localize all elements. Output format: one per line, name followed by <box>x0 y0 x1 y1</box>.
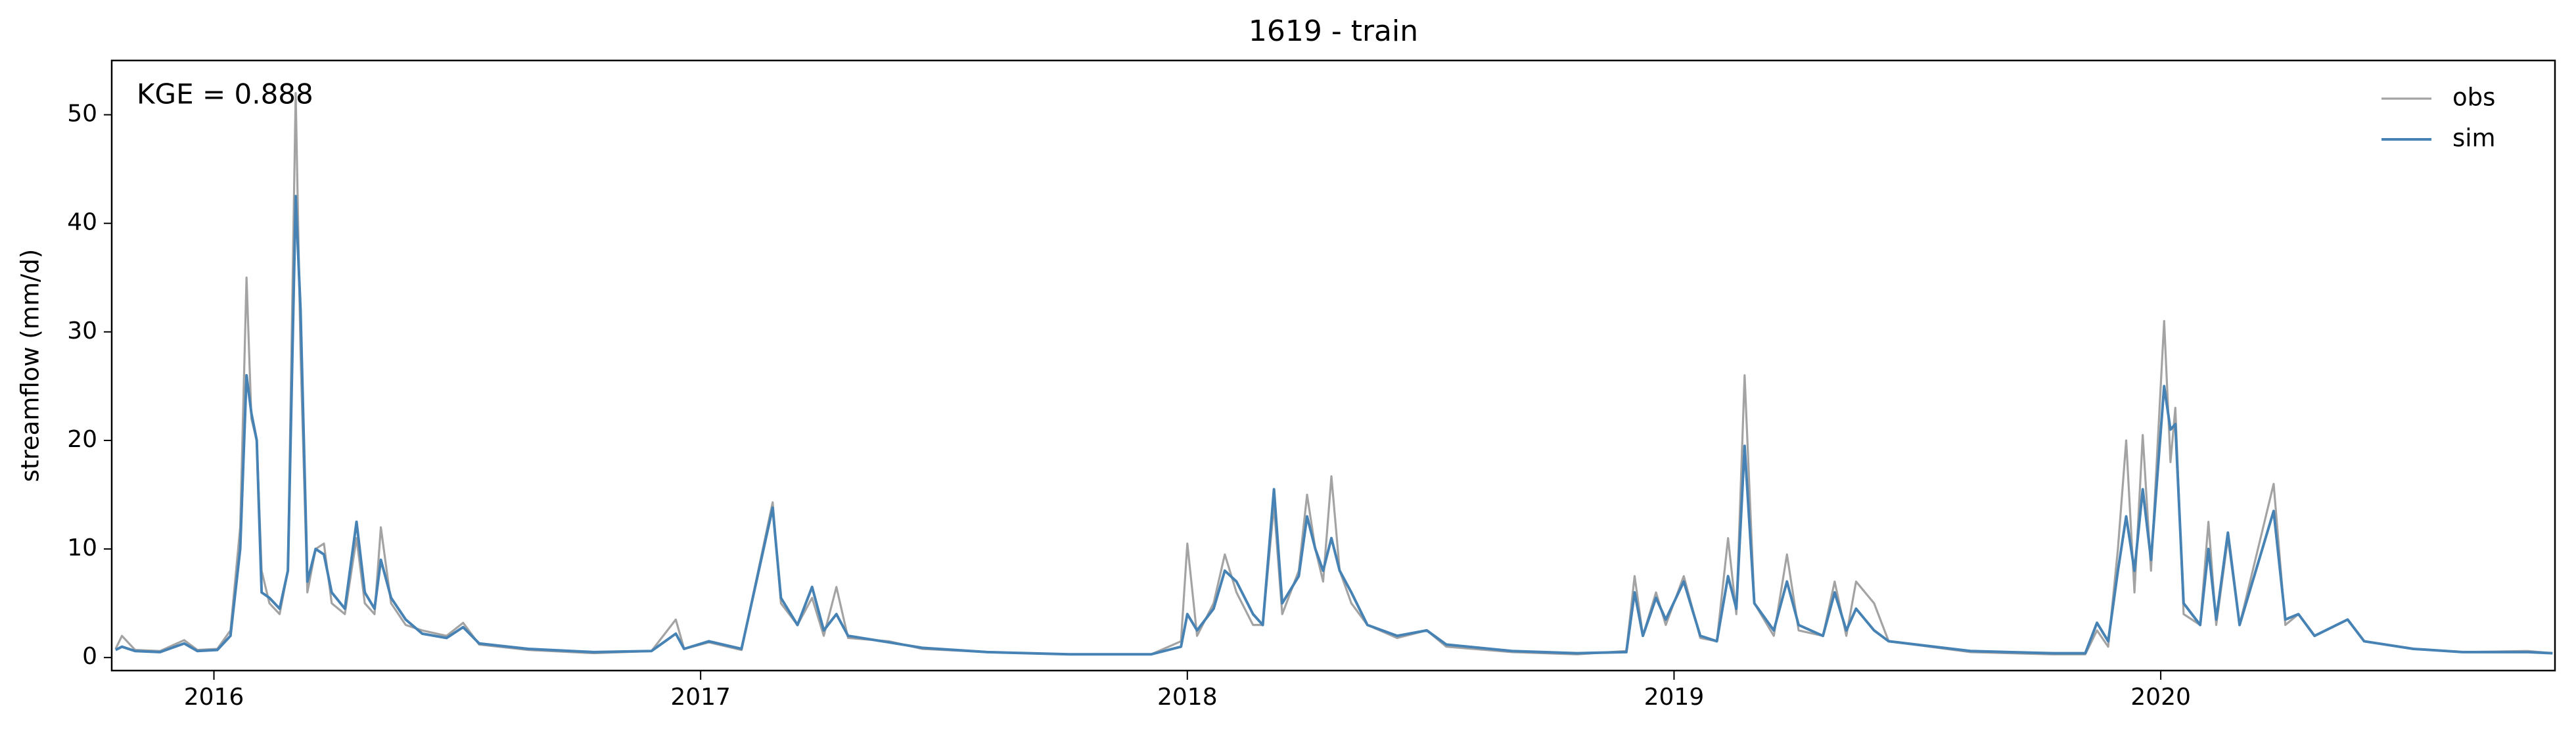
x-tick-label: 2017 <box>670 684 731 711</box>
y-tick-label: 30 <box>67 318 97 344</box>
annotation: KGE = 0.888 <box>137 78 313 110</box>
x-tick-label: 2016 <box>184 684 244 711</box>
y-tick-label: 50 <box>67 101 97 128</box>
chart-title: 1619 - train <box>1249 14 1418 48</box>
y-tick-label: 20 <box>67 426 97 453</box>
y-tick-label: 10 <box>67 534 97 561</box>
series-line <box>114 91 2553 655</box>
y-axis-label: streamflow (mm/d) <box>16 249 45 483</box>
plot-frame <box>110 59 2556 672</box>
legend-label: sim <box>2452 124 2496 153</box>
legend-label: obs <box>2452 83 2495 112</box>
x-tick-label: 2020 <box>2130 684 2191 711</box>
x-tick-label: 2018 <box>1157 684 1218 711</box>
series-line <box>115 195 2553 656</box>
y-tick-label: 40 <box>67 209 97 236</box>
y-tick-label: 0 <box>82 643 97 670</box>
x-tick-label: 2019 <box>1644 684 1705 711</box>
